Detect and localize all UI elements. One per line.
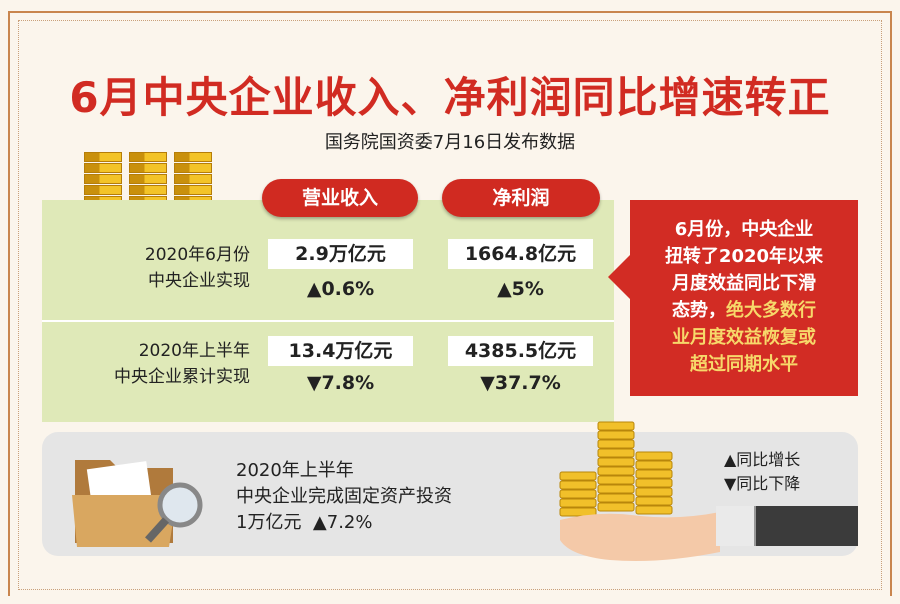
label-line: 中央企业累计实现: [114, 367, 250, 387]
gold-bar: [129, 152, 167, 162]
coin: [597, 502, 635, 512]
callout-highlight: 超过同期水平: [690, 354, 798, 375]
coin: [597, 439, 635, 449]
coin: [635, 505, 673, 515]
coin: [635, 451, 673, 461]
row-label-h1: 2020年上半年中央企业累计实现: [114, 338, 250, 390]
investment-amount: 1万亿元: [236, 512, 302, 533]
callout-highlight: 业月度效益恢复或: [672, 327, 816, 348]
coin: [559, 480, 597, 490]
gold-bar: [174, 152, 212, 162]
legend: ▲同比增长 ▼同比下降: [724, 448, 800, 496]
gold-bar: [84, 163, 122, 173]
coin: [635, 478, 673, 488]
gold-bar: [174, 163, 212, 173]
folder-magnifier-icon: [72, 460, 203, 547]
coin: [559, 471, 597, 481]
investment-line: 1万亿元 ▲7.2%: [236, 510, 452, 536]
coin: [597, 493, 635, 503]
gold-bar: [129, 185, 167, 195]
coin: [559, 489, 597, 499]
coin: [597, 421, 635, 431]
gold-bar: [174, 174, 212, 184]
coin: [597, 457, 635, 467]
june-profit: 1664.8亿元: [448, 239, 593, 269]
investment-line: 中央企业完成固定资产投资: [236, 486, 452, 507]
june-profit-change: ▲5%: [497, 278, 544, 300]
coin: [597, 448, 635, 458]
callout-line: 6月份，中央企业: [674, 219, 814, 240]
h1-profit: 4385.5亿元: [448, 336, 593, 366]
callout-text: 态势，: [672, 300, 726, 321]
h1-revenue-change: ▼7.8%: [306, 372, 375, 394]
label-line: 2020年6月份: [144, 245, 250, 265]
coin: [597, 430, 635, 440]
investment-line: 2020年上半年: [236, 460, 354, 481]
h1-profit-change: ▼37.7%: [480, 372, 561, 394]
june-revenue: 2.9万亿元: [268, 239, 413, 269]
gold-bar: [129, 174, 167, 184]
coin: [597, 475, 635, 485]
coin: [559, 507, 597, 517]
row-label-june: 2020年6月份 中央企业实现: [145, 242, 250, 294]
coin: [635, 460, 673, 470]
gold-bar: [84, 185, 122, 195]
stats-panel: [42, 200, 614, 422]
investment-text: 2020年上半年 中央企业完成固定资产投资 1万亿元 ▲7.2%: [236, 458, 452, 536]
column-header-revenue: 营业收入: [262, 179, 418, 217]
cuff-graphic: [716, 506, 756, 546]
callout-box: 6月份，中央企业 扭转了2020年以来 月度效益同比下滑 态势，绝大多数行 业月…: [608, 200, 858, 396]
coin: [559, 498, 597, 508]
gold-bar: [84, 152, 122, 162]
coin: [635, 469, 673, 479]
hand-with-coins-icon: [559, 421, 720, 561]
coin: [597, 466, 635, 476]
legend-down: ▼同比下降: [724, 474, 801, 493]
h1-revenue: 13.4万亿元: [268, 336, 413, 366]
gold-bar: [84, 174, 122, 184]
gold-bar: [129, 163, 167, 173]
subtitle: 国务院国资委7月16日发布数据: [324, 132, 576, 153]
dotted-border: [18, 20, 882, 590]
june-revenue-change: ▲0.6%: [306, 278, 375, 300]
coin: [635, 496, 673, 506]
column-header-profit: 净利润: [442, 179, 600, 217]
callout-line: 态势，绝大多数行: [630, 297, 858, 324]
label-line: 中央企业实现: [148, 271, 250, 291]
callout-line: 月度效益同比下滑: [672, 273, 816, 294]
outer-frame: [8, 11, 892, 596]
coin: [635, 487, 673, 497]
row-divider: [42, 320, 614, 322]
investment-change: ▲7.2%: [312, 512, 373, 533]
coin: [597, 484, 635, 494]
callout-line: 扭转了2020年以来: [664, 246, 824, 267]
label-line: 2020年上半年: [138, 341, 250, 361]
callout-highlight: 绝大多数行: [726, 300, 816, 321]
gold-bar: [174, 185, 212, 195]
page-title: 6月中央企业收入、净利润同比增速转正: [69, 73, 831, 122]
legend-up: ▲同比增长: [724, 450, 801, 469]
